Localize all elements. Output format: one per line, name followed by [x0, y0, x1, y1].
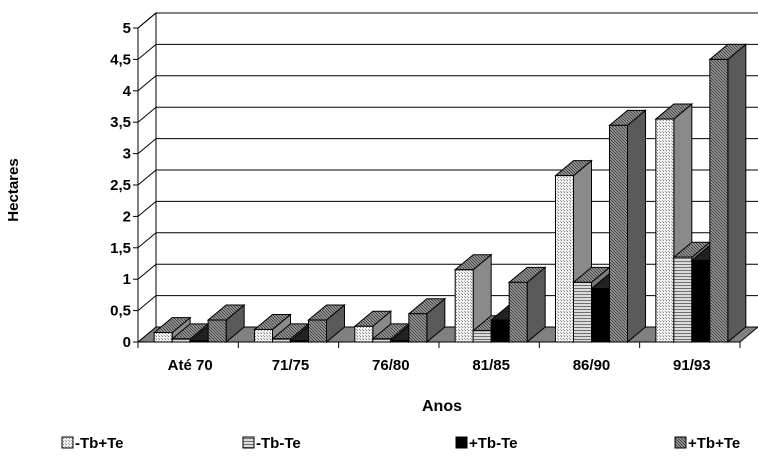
bar-front	[171, 338, 191, 343]
bar-front	[272, 338, 291, 343]
bar-front	[673, 256, 693, 343]
y-tick-label: 2,5	[110, 177, 131, 194]
bar	[206, 303, 246, 344]
gridline-depth	[137, 106, 157, 123]
bar-front	[709, 58, 729, 343]
bar-front	[153, 332, 173, 343]
bar-front	[454, 269, 474, 343]
x-axis-label: Anos	[422, 398, 462, 415]
bar-front	[390, 340, 410, 343]
bar-front	[308, 319, 327, 343]
y-tick-label: 4	[123, 83, 132, 100]
gridline-depth	[137, 201, 157, 217]
legend-swatch	[242, 436, 255, 449]
y-tick-label: 0	[123, 334, 131, 351]
bar-front	[609, 124, 628, 343]
y-tick-label: 0,5	[110, 303, 131, 320]
legend-swatch	[674, 436, 687, 449]
bar-front	[691, 259, 711, 343]
labels-layer: Hectares Anos 0 0,5 1 1,5 2 2,5 3 3,5 4 4,5 5 Até 7…	[5, 20, 711, 415]
bar-front	[573, 281, 592, 343]
y-axis-label: Hectares	[5, 158, 22, 221]
bar-front	[490, 319, 510, 343]
bar-front	[207, 319, 227, 343]
y-tick-label: 4,5	[110, 51, 131, 68]
gridline-depth	[137, 295, 157, 311]
bar	[708, 43, 748, 344]
bar-front	[189, 340, 209, 343]
legend-swatch	[455, 436, 468, 449]
bar-front	[508, 281, 528, 343]
legend-item: -Tb+Te	[61, 435, 123, 452]
gridline-depth	[137, 169, 157, 186]
legend-label: -Tb-Te	[256, 435, 301, 452]
bar-front	[354, 325, 374, 343]
gridline-depth	[137, 232, 157, 249]
gridline-depth	[137, 75, 157, 92]
x-tick-label: Até 70	[168, 357, 213, 374]
x-tick-label: 76/80	[372, 357, 410, 374]
bar-front	[290, 340, 309, 343]
legend: -Tb+Te -Tb-Te +Tb-Te +Tb+Te	[61, 435, 740, 452]
bar-side	[727, 43, 747, 344]
bar-front	[591, 288, 610, 343]
bar-front	[472, 330, 492, 343]
x-tick-label: 86/90	[573, 357, 611, 374]
bar	[307, 303, 346, 344]
y-tick-label: 1	[123, 271, 131, 288]
legend-item: -Tb-Te	[242, 435, 301, 452]
y-tick-label: 3	[123, 146, 131, 163]
bars-layer	[152, 43, 748, 344]
legend-label: -Tb+Te	[75, 435, 123, 452]
legend-item: +Tb-Te	[455, 435, 517, 452]
legend-label: +Tb-Te	[469, 435, 517, 452]
bar-front	[555, 175, 574, 343]
x-tick-label: 91/93	[673, 357, 711, 374]
bar-front	[655, 118, 675, 343]
legend-label: +Tb+Te	[688, 435, 740, 452]
bar	[608, 109, 647, 344]
y-tick-label: 5	[123, 20, 131, 37]
x-tick-label: 81/85	[472, 357, 510, 374]
gridline-depth	[137, 12, 157, 29]
gridline-depth	[137, 138, 157, 154]
y-tick-label: 3,5	[110, 114, 131, 131]
bar-front	[408, 313, 428, 343]
legend-swatch	[61, 436, 74, 449]
bar	[407, 297, 447, 344]
bar	[507, 266, 547, 344]
gridline-depth	[137, 44, 157, 60]
gridline-depth	[137, 263, 157, 280]
y-tick-label: 2	[123, 208, 131, 225]
bar-side	[627, 109, 646, 344]
bar-front	[372, 338, 392, 343]
x-tick-label: 71/75	[272, 357, 310, 374]
y-tick-label: 1,5	[110, 240, 131, 257]
bar-front	[254, 328, 273, 343]
legend-item: +Tb+Te	[674, 435, 740, 452]
